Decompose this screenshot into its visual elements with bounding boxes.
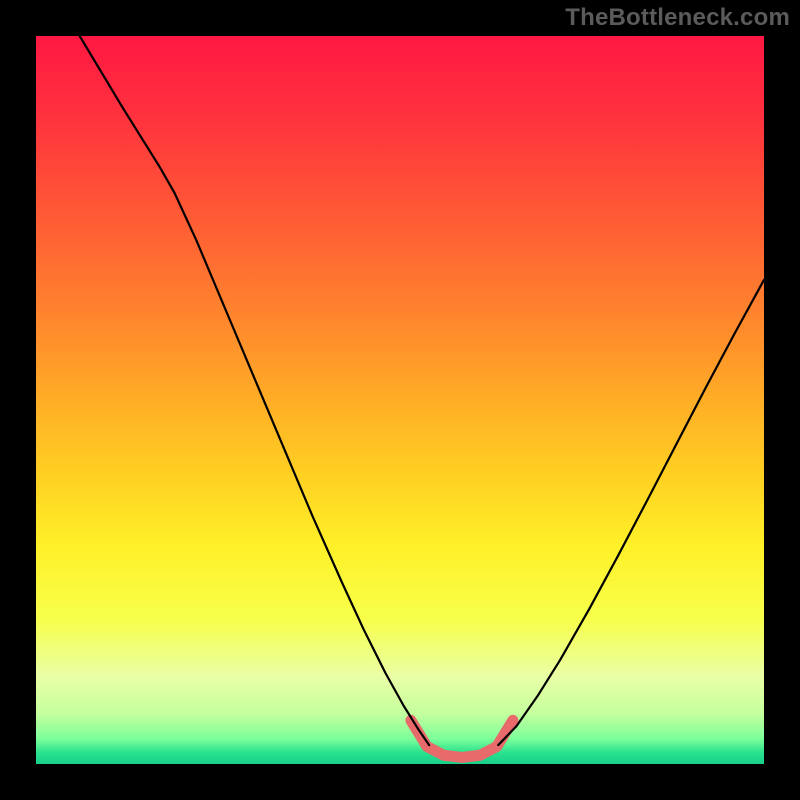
root-canvas: TheBottleneck.com bbox=[0, 0, 800, 800]
series-right_curve bbox=[498, 280, 764, 745]
chart-area bbox=[36, 36, 764, 764]
plot-svg bbox=[36, 36, 764, 764]
series-left_curve bbox=[80, 36, 429, 745]
attribution-label: TheBottleneck.com bbox=[565, 4, 790, 32]
